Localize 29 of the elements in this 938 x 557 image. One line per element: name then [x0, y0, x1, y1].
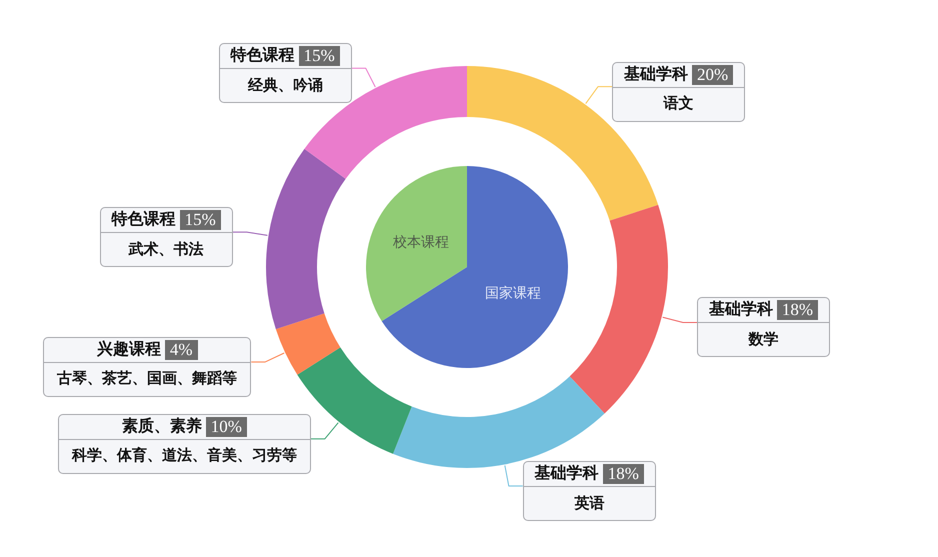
text: 特色课程	[112, 210, 176, 230]
slice-label: 英语	[574, 494, 604, 514]
donut-slice	[297, 347, 412, 454]
text: 素质、素养	[122, 416, 202, 437]
slice-label: 武术、书法	[128, 240, 204, 260]
text: 基础学科	[708, 300, 773, 320]
slice-label: 数学	[748, 330, 778, 350]
slice-label: 经典、吟诵	[248, 76, 323, 96]
text: 基础学科	[624, 64, 688, 85]
slice-label: 校本课程	[392, 234, 449, 250]
pie-slice	[382, 166, 568, 368]
slice-label: 语文	[664, 94, 694, 114]
text: 基础学科	[534, 464, 599, 484]
slice-label: 古琴、茶艺、国画、舞蹈等	[57, 369, 238, 390]
donut-slice	[266, 148, 346, 330]
data-label: 18%	[776, 300, 818, 320]
pie-slice	[366, 166, 467, 322]
data-label: 15%	[180, 210, 221, 230]
donut-slice	[276, 313, 340, 375]
text: 兴趣课程	[96, 340, 161, 360]
data-label: 15%	[298, 46, 340, 66]
data-label: 10%	[206, 416, 247, 437]
donut-slice	[570, 204, 668, 414]
data-label: 18%	[602, 464, 644, 484]
data-label: 4%	[164, 340, 198, 360]
data-label: 20%	[692, 64, 734, 85]
slice-label: 科学、体育、道法、音美、习劳等	[72, 446, 297, 466]
text: 特色课程	[230, 46, 295, 66]
slice-label: 国家课程	[485, 284, 542, 300]
